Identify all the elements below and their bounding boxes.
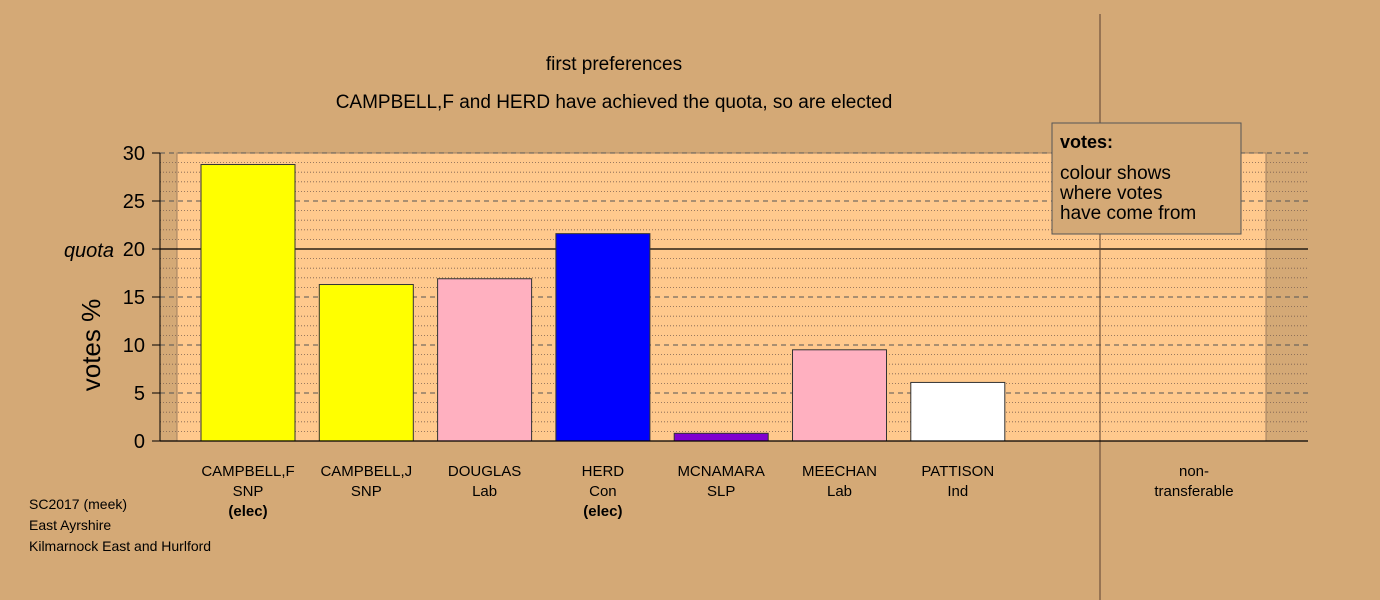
candidate-label: DOUGLAS <box>448 463 521 480</box>
bar <box>437 278 533 442</box>
candidate-label: PATTISON <box>921 463 994 480</box>
nontransferable-label: non- <box>1179 463 1209 480</box>
bar <box>673 432 769 442</box>
legend-line-2: where votes <box>1059 183 1162 204</box>
bar <box>555 233 651 442</box>
y-tick-label: 15 <box>123 287 145 309</box>
party-label: Lab <box>827 483 852 500</box>
candidate-label: MCNAMARA <box>677 463 765 480</box>
bar <box>910 381 1006 442</box>
elected-label: (elec) <box>583 503 622 520</box>
party-label: SNP <box>351 483 382 500</box>
bar <box>792 349 887 442</box>
party-label: Lab <box>472 483 497 500</box>
legend-box: votes: colour shows where votes have com… <box>1051 122 1242 235</box>
nontransferable-label: transferable <box>1154 483 1233 500</box>
candidate-label: MEECHAN <box>802 463 877 480</box>
party-label: SNP <box>233 483 264 500</box>
elected-label: (elec) <box>228 503 267 520</box>
candidate-label: CAMPBELL,F <box>201 463 294 480</box>
y-tick-label: 0 <box>134 431 145 453</box>
candidate-label: HERD <box>582 463 625 480</box>
info-ward: Kilmarnock East and Hurlford <box>29 538 212 554</box>
info-council: East Ayrshire <box>29 517 112 533</box>
chart-title: first preferences <box>546 54 682 75</box>
y-tick-label: 30 <box>123 143 145 165</box>
info-block: SC2017 (meek) East Ayrshire Kilmarnock E… <box>29 494 211 557</box>
bar <box>200 164 296 442</box>
legend-line-1: colour shows <box>1060 163 1171 184</box>
party-label: SLP <box>707 483 735 500</box>
legend-line-3: have come from <box>1060 203 1196 224</box>
bar <box>318 284 414 442</box>
legend-title: votes: <box>1060 132 1113 152</box>
y-tick-label: 10 <box>123 335 145 357</box>
quota-label: quota <box>64 240 114 262</box>
party-label: Con <box>589 483 617 500</box>
y-tick-label: 25 <box>123 191 145 213</box>
candidate-label: CAMPBELL,J <box>320 463 412 480</box>
info-election: SC2017 (meek) <box>29 496 128 512</box>
party-label: Ind <box>947 483 968 500</box>
chart-subtitle: CAMPBELL,F and HERD have achieved the qu… <box>336 92 893 113</box>
y-tick-label: 20 <box>123 239 145 261</box>
y-tick-label: 5 <box>134 383 145 405</box>
y-axis-label: votes % <box>76 299 106 392</box>
